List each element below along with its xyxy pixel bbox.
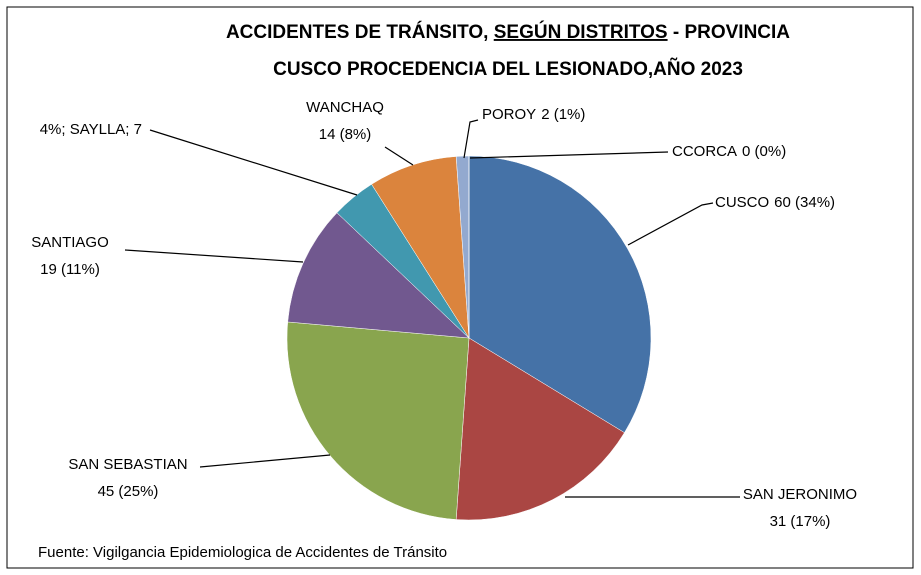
leader-line	[124, 249, 304, 263]
label-value: 4%; SAYLLA; 7	[40, 121, 142, 138]
pie-slice	[468, 155, 652, 434]
data-label: 4%; SAYLLA; 7	[40, 121, 142, 138]
data-label: SAN SEBASTIAN 45 (25%)	[68, 456, 187, 500]
data-label: CUSCO 60 (34%)	[715, 194, 835, 211]
label-category: WANCHAQ	[306, 99, 384, 116]
label-value: 0 (0%)	[742, 143, 786, 160]
data-label: SAN JERONIMO 31 (17%)	[743, 486, 857, 530]
data-label: POROY 2 (1%)	[482, 106, 585, 123]
source-note: Fuente: Vigilgancia Epidemiologica de Ac…	[38, 544, 447, 561]
pie-slice	[455, 337, 625, 521]
leader-line	[469, 151, 669, 159]
data-label: SANTIAGO 19 (11%)	[31, 234, 109, 278]
label-value: 19 (11%)	[40, 261, 100, 278]
data-label: CCORCA 0 (0%)	[672, 143, 786, 160]
leader-line	[627, 202, 714, 246]
leader-line	[384, 146, 414, 166]
label-value: 45 (25%)	[98, 483, 159, 500]
pie-slice	[286, 321, 470, 520]
leader-line	[149, 129, 358, 196]
leader-line	[199, 454, 331, 468]
label-value: 2 (1%)	[541, 106, 585, 123]
label-category: CUSCO	[715, 194, 769, 211]
chart-title: CUSCO PROCEDENCIA DEL LESIONADO,AÑO 2023	[273, 58, 743, 80]
pie-slice	[287, 212, 470, 339]
title-part: SEGÚN DISTRITOS	[494, 21, 668, 43]
chart-title: ACCIDENTES DE TRÁNSITO, SEGÚN DISTRITOS …	[226, 21, 790, 43]
label-value: 60 (34%)	[774, 194, 835, 211]
label-category: POROY	[482, 106, 536, 123]
label-category: CCORCA	[672, 143, 737, 160]
leader-line	[463, 119, 479, 159]
label-value: 31 (17%)	[770, 513, 831, 530]
title-part: ACCIDENTES DE TRÁNSITO,	[226, 21, 494, 43]
title-part: - PROVINCIA	[668, 22, 791, 43]
label-value: 14 (8%)	[319, 126, 372, 143]
label-category: SAN JERONIMO	[743, 486, 857, 503]
data-label: WANCHAQ 14 (8%)	[306, 99, 384, 143]
label-category: SANTIAGO	[31, 234, 109, 251]
label-category: SAN SEBASTIAN	[68, 456, 187, 473]
